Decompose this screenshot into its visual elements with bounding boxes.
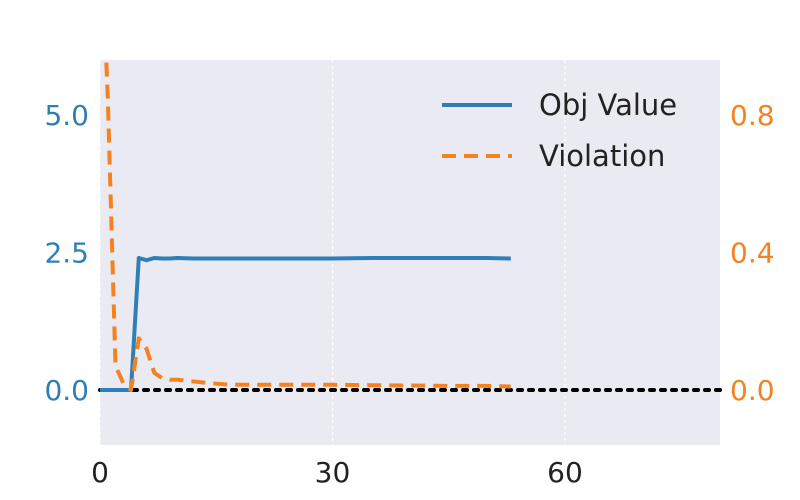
series-group [100, 60, 511, 392]
left-axis-ticks: 0.0 2.5 5.0 [44, 99, 89, 407]
x-tick-label: 0 [91, 456, 109, 489]
right-tick-label: 0.4 [730, 237, 775, 270]
legend-label: Obj Value [539, 88, 677, 122]
left-tick-label: 0.0 [44, 374, 89, 407]
legend: Obj Value Violation [442, 88, 677, 173]
x-tick-label: 30 [315, 456, 351, 489]
left-tick-label: 2.5 [44, 237, 89, 270]
left-tick-label: 5.0 [44, 99, 89, 132]
right-tick-label: 0.8 [730, 99, 775, 132]
legend-label: Violation [539, 139, 665, 173]
x-axis-ticks: 0 30 60 [91, 456, 583, 489]
series-line-violation [104, 60, 511, 392]
grid [99, 60, 566, 445]
right-axis-ticks: 0.0 0.4 0.8 [730, 99, 775, 407]
right-tick-label: 0.0 [730, 374, 775, 407]
x-tick-label: 60 [547, 456, 583, 489]
